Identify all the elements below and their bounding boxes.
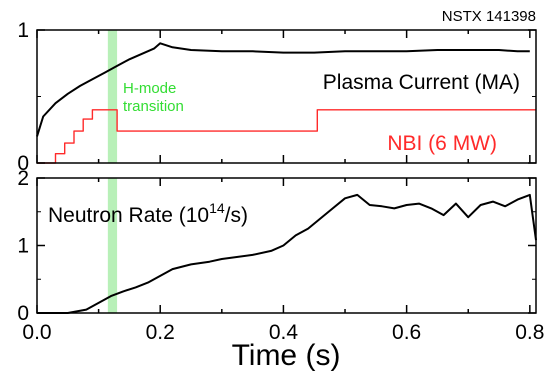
y-tick-label: 0 xyxy=(17,302,29,325)
hmode-band-bottom xyxy=(107,178,118,313)
y-tick-label: 1 xyxy=(17,19,29,42)
series-label-neutron-rate: Neutron Rate (1014/s) xyxy=(48,200,248,227)
neutron-rate-line xyxy=(37,193,537,314)
plasma-current-line xyxy=(36,42,530,137)
y-tick-label: 2 xyxy=(17,167,29,190)
series-label-nbi: NBI (6 MW) xyxy=(387,132,497,155)
hmode-label-line-2: transition xyxy=(123,98,184,115)
x-tick-label: 0.4 xyxy=(269,321,299,344)
current-nbi-panel: 0 1 H-mode transition Plasma Current (MA)… xyxy=(17,19,537,175)
y-tick-label: 1 xyxy=(17,235,29,258)
x-tick-label: 0.2 xyxy=(146,321,175,344)
neutron-panel: 0 1 2 0.0 0.2 0.4 0.6 0.8 Neutron Rate (1014/s) xyxy=(17,167,544,344)
x-tick-label: 0.6 xyxy=(392,321,421,344)
x-tick-label: 0.8 xyxy=(515,321,544,344)
hmode-label-line-1: H-mode xyxy=(123,80,176,97)
y-tick-label: 0 xyxy=(17,152,29,175)
x-tick-label: 0.0 xyxy=(22,321,51,344)
nbi-line xyxy=(37,109,536,164)
series-label-plasma-current: Plasma Current (MA) xyxy=(323,71,520,94)
x-axis-label: Time (s) xyxy=(232,339,341,372)
hmode-band-top xyxy=(107,30,118,163)
shot-label: NSTX 141398 xyxy=(442,8,536,25)
